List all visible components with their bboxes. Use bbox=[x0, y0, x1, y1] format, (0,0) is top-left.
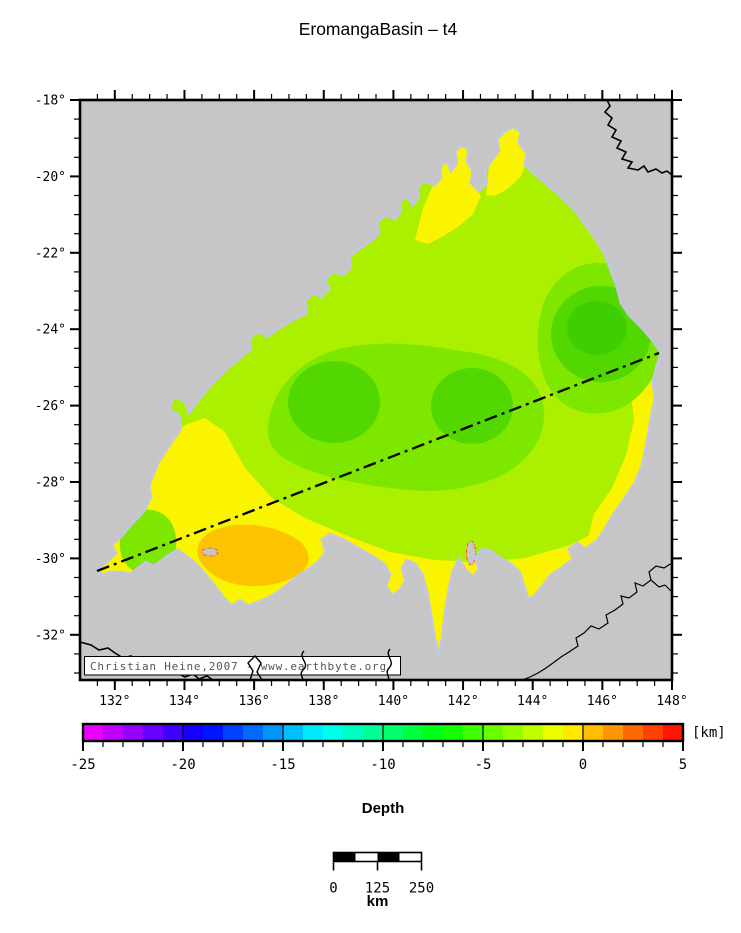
colorbar-cell bbox=[423, 724, 444, 741]
lon-tick-label: 138° bbox=[308, 694, 339, 709]
colorbar-unit-label: [km] bbox=[692, 725, 726, 741]
colorbar-cell bbox=[443, 724, 464, 741]
lon-tick-label: 144° bbox=[517, 694, 548, 709]
colorbar-tick-label: -20 bbox=[170, 757, 195, 773]
colorbar-cell bbox=[83, 724, 104, 741]
coast-spur bbox=[247, 654, 263, 681]
colorbar-cell bbox=[623, 724, 644, 741]
colorbar-cell bbox=[283, 724, 304, 741]
colorbar-cell bbox=[483, 724, 504, 741]
colorbar-cell bbox=[163, 724, 184, 741]
map-frame bbox=[78, 98, 674, 682]
copyright-box bbox=[84, 656, 401, 676]
lat-tick-label: -26° bbox=[35, 399, 66, 414]
colorbar-tick-label: 0 bbox=[579, 757, 587, 773]
map-axis-labels: 132° 134° 136° 138° 140° 142° 144° 146° 148° -18°… bbox=[35, 94, 688, 710]
basin-fill-north-yellow-2 bbox=[486, 127, 528, 196]
colorbar-cell bbox=[403, 724, 424, 741]
transect-line bbox=[96, 351, 660, 573]
colorbar-cell bbox=[143, 724, 164, 741]
colorbar-cell bbox=[323, 724, 344, 741]
basin-hole-sliver bbox=[466, 540, 476, 566]
scalebar-segment bbox=[399, 852, 422, 862]
colorbar-cell bbox=[183, 724, 204, 741]
colorbar-cell bbox=[383, 724, 404, 741]
basin-fill-green-blob-2 bbox=[431, 368, 513, 444]
lat-tick-label: -30° bbox=[35, 552, 66, 567]
colorbar-cell bbox=[343, 724, 364, 741]
colorbar-border bbox=[81, 722, 685, 743]
colorbar: -25 -20 -15 -10 -5 0 5 bbox=[70, 722, 687, 773]
colorbar-cell bbox=[663, 724, 684, 741]
lon-tick-label: 140° bbox=[378, 694, 409, 709]
scalebar-segment bbox=[377, 852, 400, 862]
scalebar-tick-label: 0 bbox=[329, 881, 337, 897]
lon-tick-label: 142° bbox=[447, 694, 478, 709]
colorbar-cell bbox=[603, 724, 624, 741]
basin-fill-orange bbox=[197, 524, 309, 587]
lon-tick-label: 136° bbox=[238, 694, 269, 709]
colorbar-tick-label: -25 bbox=[70, 757, 95, 773]
lon-tick-label: 146° bbox=[587, 694, 618, 709]
colorbar-cell bbox=[563, 724, 584, 741]
scalebar-segment bbox=[355, 852, 378, 862]
lat-tick-label: -18° bbox=[35, 94, 66, 109]
basin-fill-darkgreen-core bbox=[567, 301, 627, 355]
scalebar-segment bbox=[333, 852, 356, 862]
colorbar-cell bbox=[203, 724, 224, 741]
colorbar-cell bbox=[123, 724, 144, 741]
lat-tick-label: -24° bbox=[35, 323, 66, 338]
coastline-northeast bbox=[603, 99, 673, 176]
colorbar-cell bbox=[263, 724, 284, 741]
lat-tick-label: -22° bbox=[35, 246, 66, 261]
basin-fill-north-yellow-1 bbox=[415, 143, 481, 244]
colorbar-axis-label: Depth bbox=[362, 800, 405, 817]
lon-tick-label: 148° bbox=[656, 694, 687, 709]
copyright-label: Christian Heine,2007 - www.earthbyte.org bbox=[90, 660, 387, 673]
scalebar-tick-label: 250 bbox=[409, 881, 434, 897]
colorbar-tick-label: -5 bbox=[475, 757, 492, 773]
lat-tick-label: -32° bbox=[35, 628, 66, 643]
colorbar-cell bbox=[583, 724, 604, 741]
colorbar-cell bbox=[363, 724, 384, 741]
scalebar: 0 125 250 bbox=[329, 851, 434, 897]
colorbar-tick-label: -10 bbox=[370, 757, 395, 773]
basin-fill-green-blob-1 bbox=[288, 361, 380, 443]
page-title: EromangaBasin – t4 bbox=[299, 19, 458, 39]
colorbar-cell bbox=[223, 724, 244, 741]
lon-tick-label: 132° bbox=[99, 694, 130, 709]
scalebar-tick-label: 125 bbox=[365, 881, 390, 897]
colorbar-cell bbox=[463, 724, 484, 741]
colorbar-cell bbox=[303, 724, 324, 741]
basin-fill-lightgreen-west bbox=[119, 509, 177, 575]
colorbar-tick-label: -15 bbox=[270, 757, 295, 773]
lat-tick-label: -20° bbox=[35, 170, 66, 185]
coastline-southeast bbox=[521, 562, 673, 681]
river-squiggle-2 bbox=[386, 648, 392, 682]
map-axis-ticks bbox=[70, 90, 682, 690]
colorbar-cell bbox=[243, 724, 264, 741]
lat-tick-label: -28° bbox=[35, 476, 66, 491]
colorbar-tick-label: 5 bbox=[679, 757, 687, 773]
basin-hole-lake bbox=[201, 547, 219, 557]
colorbar-cell bbox=[503, 724, 524, 741]
colorbar-cell bbox=[543, 724, 564, 741]
scalebar-border bbox=[332, 851, 423, 863]
river-squiggle-1 bbox=[300, 650, 307, 682]
colorbar-cell bbox=[643, 724, 664, 741]
lon-tick-label: 134° bbox=[169, 694, 200, 709]
colorbar-cell bbox=[523, 724, 544, 741]
scalebar-unit-label: km bbox=[367, 893, 389, 910]
colorbar-cell bbox=[103, 724, 124, 741]
